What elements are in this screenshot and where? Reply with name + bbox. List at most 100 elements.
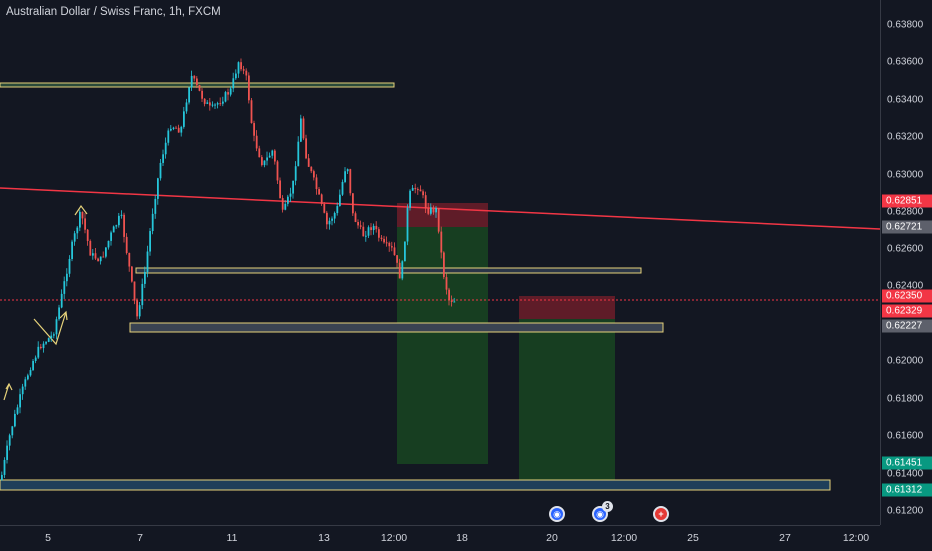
- time-tick-label: 27: [779, 532, 791, 544]
- candle-body: [302, 118, 305, 139]
- price-tag: 0.62851: [882, 194, 932, 208]
- candle-body: [45, 341, 47, 344]
- zigzag-arrow-head: [59, 310, 68, 321]
- candle-body: [388, 242, 391, 247]
- candle-body: [258, 148, 261, 158]
- candle-body: [235, 73, 237, 79]
- candle-body: [237, 62, 240, 74]
- candle-body: [86, 229, 89, 241]
- time-tick-label: 5: [45, 532, 51, 544]
- price-axis[interactable]: 0.63800 0.63600 0.63400 0.63200 0.63000 0.628…: [880, 0, 932, 525]
- candles-group: [1, 58, 456, 481]
- candle-body: [157, 178, 159, 199]
- candle-body: [307, 158, 310, 167]
- candle-body: [401, 261, 404, 279]
- candle-body: [16, 407, 19, 414]
- time-tick-label: 11: [226, 532, 238, 544]
- event-swiss-flag-icon[interactable]: +: [653, 506, 669, 522]
- candle-body: [305, 138, 307, 159]
- candle-body: [162, 154, 164, 163]
- price-tag: 0.62721: [882, 220, 932, 234]
- arrow-up-small: [3, 383, 10, 401]
- candle-body: [432, 207, 435, 213]
- price-tag: 0.62227: [882, 319, 932, 333]
- candle-body: [63, 281, 66, 294]
- candle-body: [300, 118, 302, 142]
- candle-body: [68, 258, 71, 274]
- candle-body: [375, 225, 378, 230]
- candle-body: [201, 90, 203, 99]
- support-zone-low[interactable]: [129, 322, 664, 333]
- candle-body: [211, 104, 214, 106]
- candle-body: [32, 360, 34, 371]
- candle-body: [115, 225, 118, 227]
- candle-body: [289, 193, 292, 197]
- candle-body: [367, 227, 370, 236]
- time-axis[interactable]: 5 7 11 13 12:00 18 20 12:00 25 27 12:00: [0, 525, 880, 551]
- candle-body: [206, 102, 209, 104]
- candle-body: [274, 150, 276, 162]
- candle-body: [97, 258, 99, 262]
- candle-body: [198, 85, 201, 91]
- candle-body: [1, 474, 3, 480]
- candle-body: [411, 187, 414, 191]
- price-tick-label: 0.61600: [887, 430, 924, 442]
- long-position-target-zone-2[interactable]: [519, 319, 615, 482]
- candle-body: [167, 130, 170, 143]
- candle-body: [203, 98, 206, 104]
- support-zone-mid[interactable]: [135, 267, 642, 274]
- long-position-stop-zone-2[interactable]: [519, 296, 615, 319]
- trendline[interactable]: [0, 187, 881, 230]
- candle-body: [164, 142, 167, 155]
- candle-body: [94, 253, 97, 259]
- candle-body: [55, 319, 58, 335]
- candle-body: [409, 190, 411, 208]
- candle-body: [222, 101, 224, 104]
- demand-zone-bottom[interactable]: [0, 479, 831, 491]
- candle-body: [349, 169, 352, 194]
- candle-body: [331, 218, 333, 221]
- candle-body: [365, 235, 367, 237]
- candle-body: [427, 208, 430, 214]
- candle-body: [414, 187, 417, 190]
- candle-body: [240, 62, 242, 70]
- price-chart[interactable]: [0, 0, 881, 525]
- candle-body: [172, 127, 175, 129]
- candle-body: [424, 195, 427, 209]
- candle-body: [417, 189, 419, 191]
- candle-body: [328, 220, 331, 225]
- candle-body: [21, 386, 24, 395]
- candle-body: [287, 196, 289, 204]
- candle-body: [232, 78, 235, 89]
- candle-body: [34, 357, 37, 361]
- candle-body: [107, 240, 110, 248]
- price-tag: 0.62329: [882, 304, 932, 318]
- candle-body: [333, 213, 336, 219]
- price-tick-label: 0.63200: [887, 131, 924, 143]
- event-earth-flag-icon[interactable]: ◉: [549, 506, 565, 522]
- price-tick-label: 0.62400: [887, 280, 924, 292]
- price-tick-label: 0.61800: [887, 393, 924, 405]
- candle-body: [193, 75, 196, 79]
- event-earth-flag-icon-2[interactable]: ◉ 3: [592, 501, 613, 522]
- candle-body: [297, 141, 300, 167]
- candle-body: [131, 266, 133, 282]
- candle-body: [406, 207, 409, 242]
- candle-body: [11, 426, 14, 436]
- candle-body: [391, 246, 393, 248]
- candle-body: [443, 252, 445, 278]
- candle-body: [144, 271, 146, 284]
- chart-pane[interactable]: Australian Dollar / Swiss Franc, 1h, FXC…: [0, 0, 881, 525]
- candle-body: [58, 307, 60, 320]
- candle-body: [271, 150, 274, 156]
- candle-body: [250, 100, 253, 124]
- candle-body: [81, 211, 84, 219]
- candle-body: [263, 160, 266, 166]
- candle-body: [177, 127, 180, 133]
- candle-body: [445, 277, 448, 290]
- candle-body: [378, 229, 380, 238]
- candle-body: [279, 180, 281, 199]
- candle-body: [448, 289, 450, 301]
- candle-body: [276, 161, 279, 181]
- long-position-target-zone-1[interactable]: [397, 227, 488, 464]
